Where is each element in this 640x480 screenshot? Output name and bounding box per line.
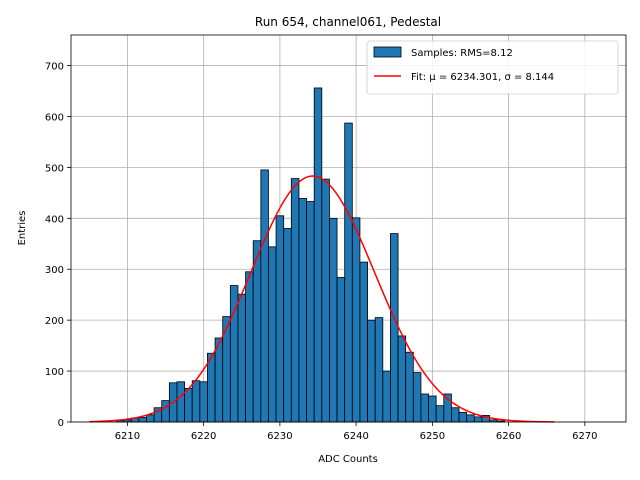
- x-axis-label: ADC Counts: [318, 454, 378, 465]
- x-tick-label: 6210: [115, 431, 140, 442]
- histogram-bar: [290, 178, 300, 423]
- y-tick-label: 500: [45, 163, 64, 174]
- histogram-bar: [374, 317, 384, 423]
- y-tick-label: 300: [45, 265, 64, 276]
- histogram-bar: [451, 407, 460, 423]
- x-tick-label: 6250: [420, 431, 445, 442]
- histogram-bar: [214, 337, 224, 423]
- histogram-bar: [176, 381, 185, 423]
- histogram-bar: [420, 393, 429, 423]
- histogram-bar: [435, 405, 445, 423]
- histogram-bar: [344, 122, 353, 423]
- histogram-bar: [146, 414, 155, 423]
- y-tick-label: 600: [45, 112, 64, 123]
- histogram-bar: [245, 271, 254, 423]
- histogram-bar: [283, 228, 292, 423]
- y-tick-label: 400: [45, 214, 64, 225]
- histogram-bar: [367, 319, 376, 423]
- x-tick-label: 6220: [191, 431, 216, 442]
- x-tick-label: 6240: [343, 431, 368, 442]
- histogram-bar: [351, 217, 361, 423]
- legend-label-fit: Fit: μ = 6234.301, σ = 8.144: [411, 72, 554, 83]
- chart-title: Run 654, channel061, Pedestal: [255, 15, 441, 29]
- histogram-bar: [191, 380, 201, 423]
- histogram-bar: [458, 411, 468, 423]
- histogram-bar: [275, 215, 285, 423]
- histogram-bar: [237, 293, 246, 423]
- histogram-bar: [268, 246, 277, 423]
- histogram-bar: [306, 201, 315, 423]
- histogram-bar: [405, 351, 414, 423]
- axes-frame: [70, 34, 627, 423]
- y-tick-label: 700: [45, 62, 64, 73]
- legend-swatch-samples: [373, 46, 402, 58]
- histogram-bar: [252, 240, 262, 423]
- histogram-bar: [336, 276, 346, 423]
- legend: Samples: RMS=8.12 Fit: μ = 6234.301, σ =…: [366, 40, 619, 95]
- histogram-bar: [199, 381, 208, 423]
- x-tick-label: 6270: [572, 431, 597, 442]
- histogram-bar: [161, 400, 170, 423]
- histogram-bar: [428, 395, 437, 423]
- histogram-bar: [207, 352, 216, 423]
- y-tick-label: 200: [45, 316, 64, 327]
- histogram-bar: [359, 261, 368, 423]
- x-axis-ticks: 6210 6220 6230 6240 6250 6260 6270: [115, 422, 598, 442]
- y-tick-label: 0: [58, 418, 64, 429]
- histogram-bar: [260, 169, 269, 423]
- histogram-bar: [390, 233, 399, 423]
- legend-label-samples: Samples: RMS=8.12: [411, 48, 513, 59]
- histogram-bar: [321, 178, 330, 423]
- x-tick-label: 6230: [267, 431, 292, 442]
- histogram-bar: [313, 87, 323, 423]
- histogram-bar: [298, 198, 307, 423]
- y-axis-ticks: 0 100 200 300 400 500 600 700: [45, 62, 71, 429]
- histogram-bar: [466, 414, 475, 423]
- histogram-bar: [397, 335, 407, 423]
- legend-box: [366, 40, 619, 95]
- histogram-bar: [184, 387, 193, 423]
- fit-curve: [89, 175, 555, 423]
- y-axis-label: Entries: [17, 211, 28, 246]
- histogram-bar: [382, 370, 391, 423]
- histogram-bar: [412, 372, 422, 423]
- x-tick-label: 6260: [496, 431, 521, 442]
- histogram-bar: [329, 217, 338, 423]
- histogram-bar: [138, 417, 147, 423]
- y-tick-label: 100: [45, 367, 64, 378]
- histogram-bar: [473, 416, 483, 423]
